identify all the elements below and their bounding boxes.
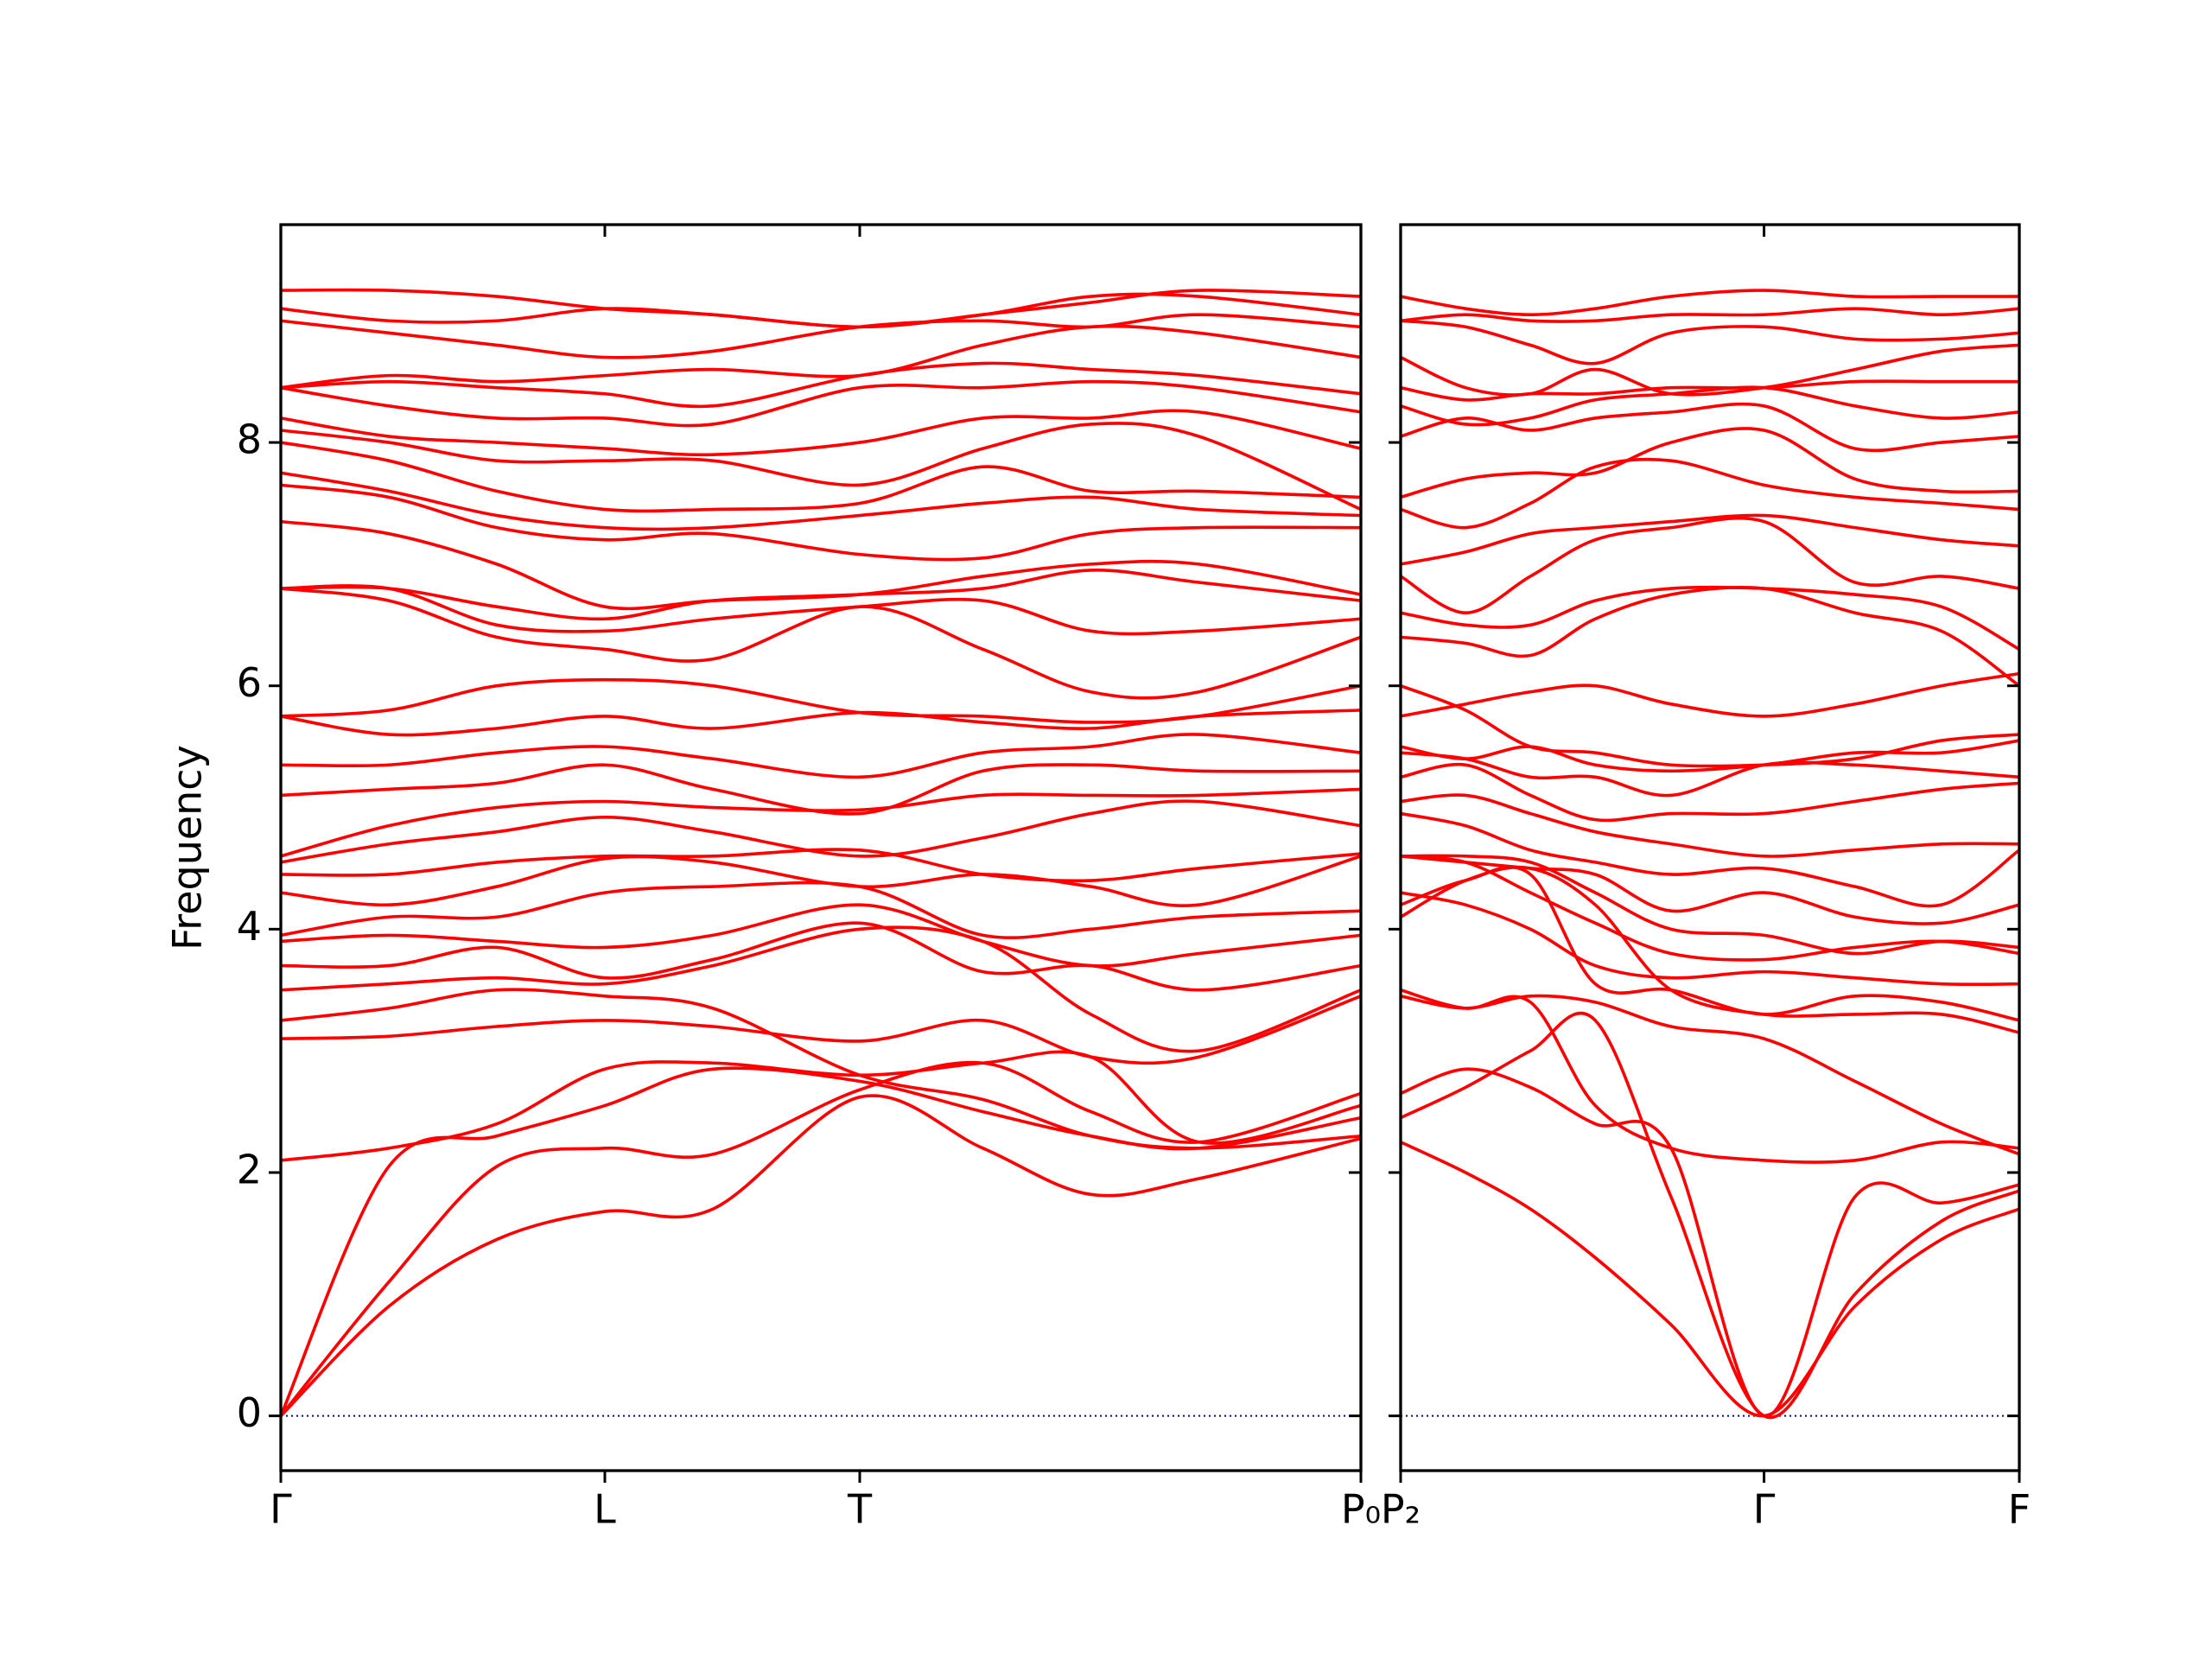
band-line [1400, 671, 2020, 718]
band-line [280, 921, 1362, 992]
band-line [280, 471, 1362, 531]
band-line [1400, 319, 2020, 365]
band-line [280, 379, 1362, 428]
band-line [1400, 307, 2020, 323]
band-line [280, 763, 1362, 816]
x-tick-label: P₀ [1341, 1486, 1381, 1533]
band-line [1400, 1141, 2020, 1418]
band-line [1400, 994, 2020, 1156]
y-tick-label: 6 [237, 659, 262, 706]
band-line [280, 677, 1362, 724]
x-tick-label: P₂ [1381, 1486, 1421, 1533]
x-tick-label: L [594, 1486, 616, 1533]
band-line [1400, 865, 2020, 1022]
band-line [280, 313, 1362, 359]
band-line [1400, 343, 2020, 397]
y-axis-label: Frequency [164, 745, 211, 950]
band-line [1400, 854, 2020, 956]
band-line [280, 584, 1362, 636]
band-line [280, 995, 1362, 1065]
band-line [1400, 891, 2020, 987]
band-line [1400, 1011, 2020, 1420]
band-line [1400, 988, 2020, 1164]
band-line [1400, 739, 2020, 773]
y-tick-label: 2 [237, 1146, 262, 1192]
band-line [1400, 585, 2020, 652]
band-line [280, 709, 1362, 737]
band-line [280, 361, 1362, 409]
band-line [280, 292, 1362, 329]
band-line [280, 409, 1362, 457]
band-line [280, 925, 1362, 1053]
band-line [279, 1094, 1362, 1417]
band-line [280, 848, 1362, 883]
band-line [280, 787, 1362, 858]
x-tick-label: Γ [270, 1486, 292, 1533]
band-line [1400, 402, 2020, 453]
band-line [280, 903, 1362, 968]
band-line [1400, 385, 2020, 427]
band-line [280, 1050, 1362, 1162]
y-tick-label: 8 [237, 416, 262, 463]
band-line [280, 799, 1362, 864]
x-tick-label: T [847, 1486, 873, 1533]
band-line [280, 569, 1362, 621]
band-line [1400, 457, 2020, 530]
band-line [280, 483, 1362, 562]
y-tick-label: 4 [237, 903, 262, 950]
band-line [280, 519, 1362, 611]
x-tick-label: F [2008, 1486, 2031, 1533]
x-tick-label: Γ [1753, 1486, 1776, 1533]
band-line [1400, 1067, 2020, 1418]
band-line [1400, 427, 2020, 499]
band-line [1400, 855, 2020, 962]
band-line [280, 422, 1362, 512]
band-line [280, 880, 1362, 940]
band-line [1400, 751, 2020, 798]
band-line [1400, 811, 2021, 908]
band-line [280, 288, 1362, 329]
band-line [1400, 289, 2019, 317]
band-line [280, 988, 1362, 1150]
band-line [1400, 762, 2020, 823]
band-line [1400, 865, 2020, 1034]
band-line [280, 587, 1362, 700]
band-line [280, 855, 1362, 907]
band-line [1400, 516, 2020, 615]
band-line [1400, 586, 2021, 688]
band-line [1400, 793, 2020, 858]
y-tick-label: 0 [237, 1389, 262, 1436]
band-line [280, 324, 1362, 390]
band-line [279, 1060, 1362, 1417]
plot-frame [1399, 223, 2021, 1472]
band-line [1400, 379, 2019, 402]
band-line [1400, 684, 2020, 768]
band-line [1400, 513, 2020, 566]
band-line [1400, 855, 2020, 925]
band-line [280, 733, 1362, 779]
plot-frame [279, 223, 1363, 1472]
band-line [280, 441, 1362, 513]
